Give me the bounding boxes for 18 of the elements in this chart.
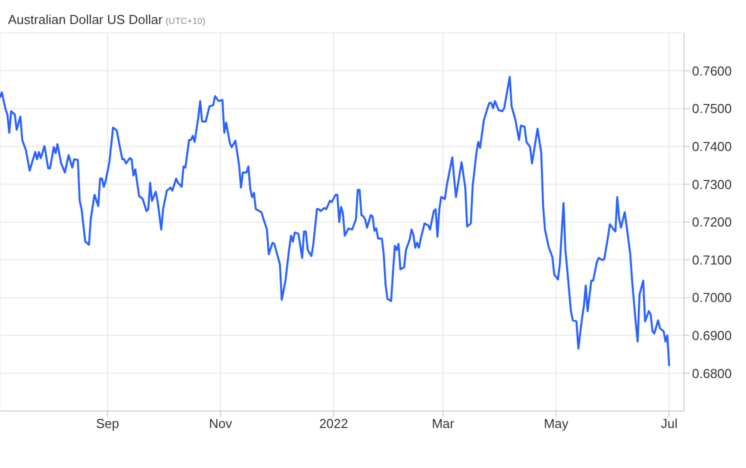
y-tick-label: 0.6800	[692, 366, 732, 381]
y-tick-label: 0.7100	[692, 252, 732, 268]
line-series	[0, 76, 670, 368]
x-tick-label: 2022	[319, 416, 348, 432]
y-tick-label: 0.7200	[692, 214, 732, 230]
y-tick-label: 0.7500	[692, 101, 732, 116]
x-tick-label: Jul	[660, 416, 678, 432]
chart-title: Australian Dollar US Dollar	[8, 12, 163, 27]
y-tick-label: 0.7400	[692, 139, 732, 154]
x-tick-label: May	[544, 416, 569, 432]
x-tick-label: Nov	[209, 416, 233, 432]
chart-subtitle: (UTC+10)	[166, 16, 206, 26]
x-tick-label: Sep	[96, 416, 120, 432]
y-tick-label: 0.7600	[692, 63, 732, 78]
y-tick-label: 0.7000	[692, 290, 732, 306]
y-tick-label: 0.6900	[692, 328, 732, 344]
y-tick-label: 0.7300	[692, 176, 732, 192]
x-tick-label: Mar	[432, 416, 455, 432]
